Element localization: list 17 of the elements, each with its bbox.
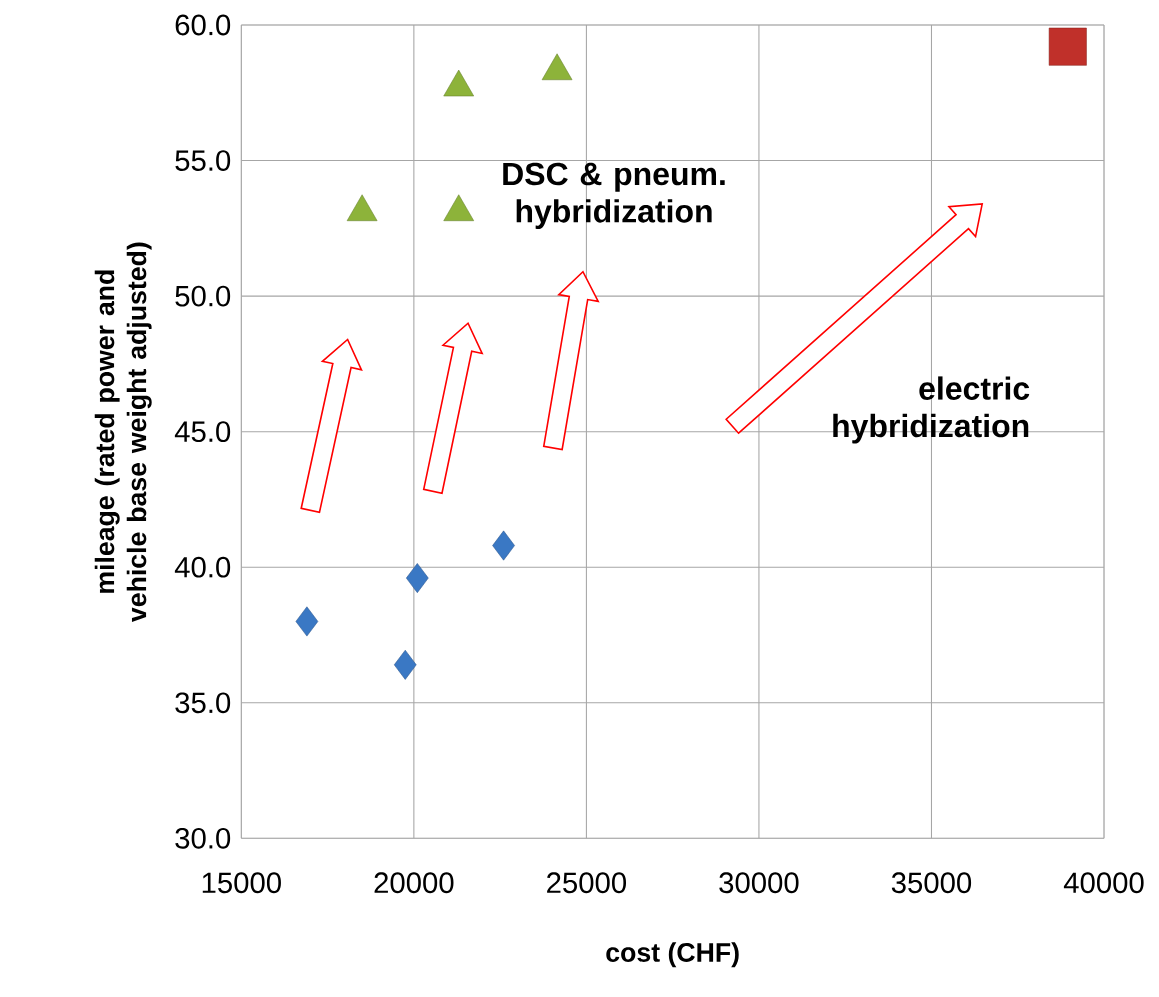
y-tick-label: 50.0 bbox=[175, 285, 231, 307]
x-tick-label: 25000 bbox=[547, 872, 627, 894]
x-axis-title: cost (CHF) bbox=[606, 942, 739, 968]
y-tick-label: 45.0 bbox=[174, 421, 231, 443]
y-axis-title: mileage (rated power and vehicle base weight adjusted) bbox=[94, 242, 152, 622]
y-tick-label: 35.0 bbox=[175, 692, 231, 714]
x-tick-label: 35000 bbox=[891, 872, 972, 894]
y-tick-label: 55.0 bbox=[175, 150, 231, 171]
x-tick-label: 40000 bbox=[1063, 872, 1144, 894]
y-tick-label: 30.0 bbox=[175, 827, 231, 849]
x-tick-label: 15000 bbox=[202, 872, 281, 894]
x-tick-label: 30000 bbox=[719, 872, 799, 894]
y-tick-label: 40.0 bbox=[174, 556, 231, 578]
annotation: DSC & pneum. hybridization bbox=[503, 162, 725, 229]
y-tick-label: 60.0 bbox=[175, 14, 231, 36]
x-tick-label: 20000 bbox=[374, 872, 454, 894]
annotation: electric hybridization bbox=[833, 376, 1030, 444]
